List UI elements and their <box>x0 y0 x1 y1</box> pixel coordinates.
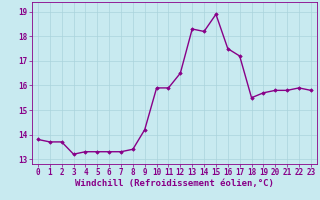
X-axis label: Windchill (Refroidissement éolien,°C): Windchill (Refroidissement éolien,°C) <box>75 179 274 188</box>
